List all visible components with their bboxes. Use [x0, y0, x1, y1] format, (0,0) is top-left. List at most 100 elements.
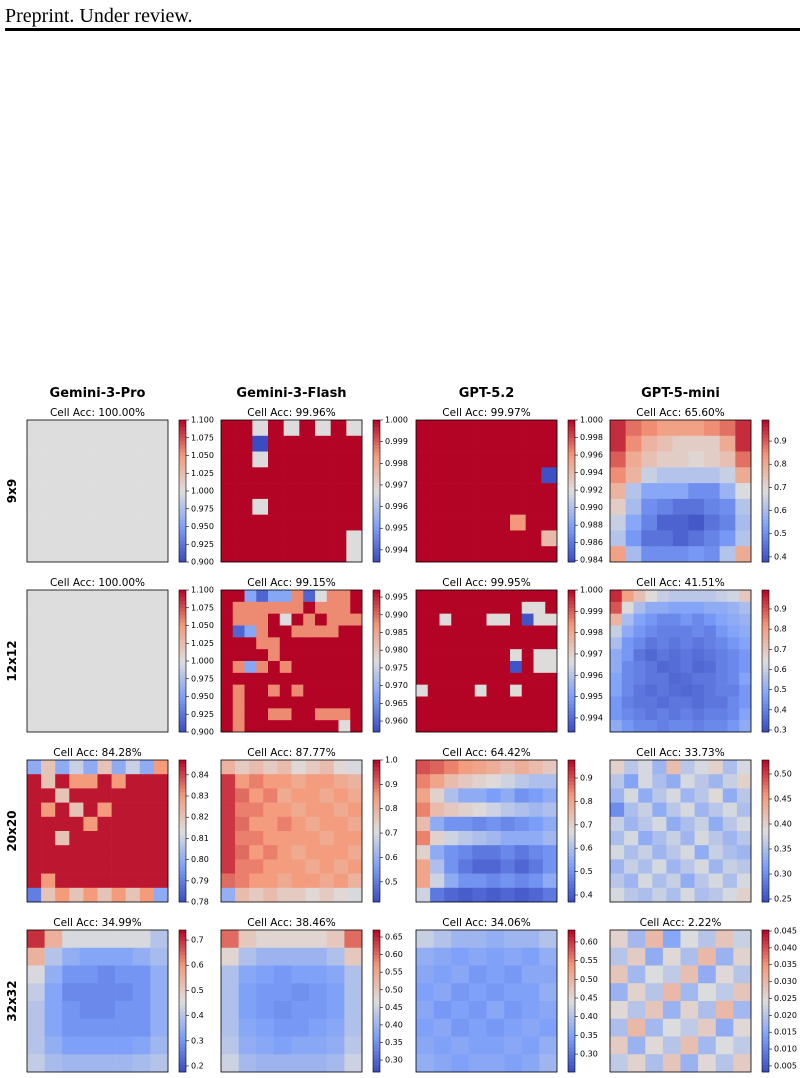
heatmap-cell [444, 774, 459, 789]
heatmap-cell [486, 720, 499, 733]
colorbar-segment [762, 983, 769, 988]
colorbar-tick-label: 0.7 [385, 829, 398, 838]
heatmap-cell [315, 613, 328, 626]
heatmap-cell [510, 696, 523, 709]
heatmap-cell [41, 788, 56, 803]
heatmap-cell [708, 816, 724, 832]
heatmap-cell [58, 467, 75, 484]
heatmap-cell [152, 435, 169, 452]
heatmap-cell [514, 859, 530, 874]
colorbar-segment [179, 423, 186, 428]
heatmap-cell [662, 1018, 681, 1037]
colorbar-segment [568, 763, 575, 768]
heatmap-cell [115, 965, 134, 984]
heatmap-cell [83, 774, 98, 789]
colorbar-segment [568, 621, 575, 626]
heatmap-cell [666, 816, 681, 832]
heatmap-cell [283, 514, 300, 531]
heatmap-cell [291, 887, 306, 903]
colorbar-segment [373, 501, 380, 506]
heatmap-cell [156, 625, 169, 638]
colorbar-segment [179, 547, 186, 552]
heatmap-cell [74, 451, 90, 468]
colorbar-tick-label: 0.30 [385, 1056, 403, 1065]
colorbar-segment [762, 427, 769, 431]
heatmap-cell [326, 672, 339, 685]
heatmap-cell [416, 483, 432, 500]
colorbar-tick-label: 0.3 [191, 1036, 204, 1045]
heatmap-cell [62, 696, 75, 709]
heatmap-cell [504, 1036, 523, 1055]
colorbar-tick-label: 0.55 [580, 956, 598, 965]
heatmap-cell [150, 1054, 169, 1073]
colorbar-segment [373, 760, 380, 764]
colorbar-segment [568, 643, 575, 648]
colorbar-segment [373, 540, 380, 545]
colorbar-tick-label: 0.7 [774, 483, 787, 492]
colorbar-segment [179, 983, 186, 988]
heatmap-cell [350, 708, 363, 721]
heatmap-cell [27, 467, 43, 484]
heatmap-cell [55, 873, 70, 889]
heatmap-cell [268, 684, 281, 697]
heatmap-cell [303, 601, 316, 614]
heatmap-cell [500, 802, 515, 818]
colorbar-segment [568, 714, 575, 719]
heatmap-cell [109, 590, 122, 603]
colorbar-segment [179, 661, 186, 665]
heatmap-cell [83, 760, 98, 775]
colorbar-segment [568, 958, 575, 963]
heatmap-cell [221, 637, 234, 650]
colorbar-segment [179, 813, 186, 818]
heatmap-cell [698, 983, 717, 1002]
colorbar-segment [762, 969, 769, 973]
heatmap-cell [27, 760, 42, 775]
heatmap-cell [244, 708, 257, 721]
heatmap-cell [704, 467, 720, 484]
heatmap-cell [277, 802, 292, 818]
heatmap-cell [330, 420, 347, 437]
heatmap-cell [27, 1036, 45, 1055]
heatmap-cell [451, 708, 464, 721]
heatmap-cell [121, 661, 134, 674]
heatmap-cell [739, 684, 752, 697]
heatmap-cell [350, 684, 363, 697]
heatmap-cell [739, 625, 752, 638]
heatmap-cell [236, 498, 253, 515]
heatmap-cell [472, 859, 487, 874]
heatmap-cell [416, 887, 431, 903]
heatmap-cell [514, 887, 530, 903]
colorbar-segment [762, 653, 769, 658]
heatmap-cell [83, 887, 98, 903]
colorbar-segment [568, 678, 575, 683]
heatmap-cell [221, 590, 234, 603]
colorbar-segment [762, 944, 769, 949]
heatmap-cell [150, 930, 169, 949]
heatmap-cell [439, 601, 452, 614]
colorbar-tick-label: 0.45 [580, 994, 598, 1003]
heatmap-cell [41, 774, 56, 789]
heatmap-cell [58, 420, 75, 437]
colorbar-segment [373, 951, 380, 956]
heatmap-cell [727, 672, 740, 685]
heatmap-cell [326, 708, 339, 721]
heatmap-cell [680, 774, 695, 789]
colorbar-segment [762, 859, 769, 864]
colorbar-segment [179, 696, 186, 701]
heatmap-cell [431, 467, 448, 484]
colorbar-segment [568, 459, 575, 463]
heatmap-cell [273, 965, 292, 984]
heatmap-cell [624, 774, 639, 789]
heatmap-cell [447, 498, 464, 515]
colorbar-segment [762, 700, 769, 704]
colorbar-segment [762, 834, 769, 839]
heatmap-cell [478, 514, 495, 531]
heatmap-cell [268, 708, 281, 721]
heatmap-cell [38, 637, 51, 650]
heatmap-cell [279, 590, 292, 603]
heatmap-cell [62, 601, 75, 614]
heatmap-cell [309, 1036, 328, 1055]
heatmap-cell [478, 498, 495, 515]
heatmap-cell [27, 451, 43, 468]
heatmap-cell [521, 1018, 540, 1037]
